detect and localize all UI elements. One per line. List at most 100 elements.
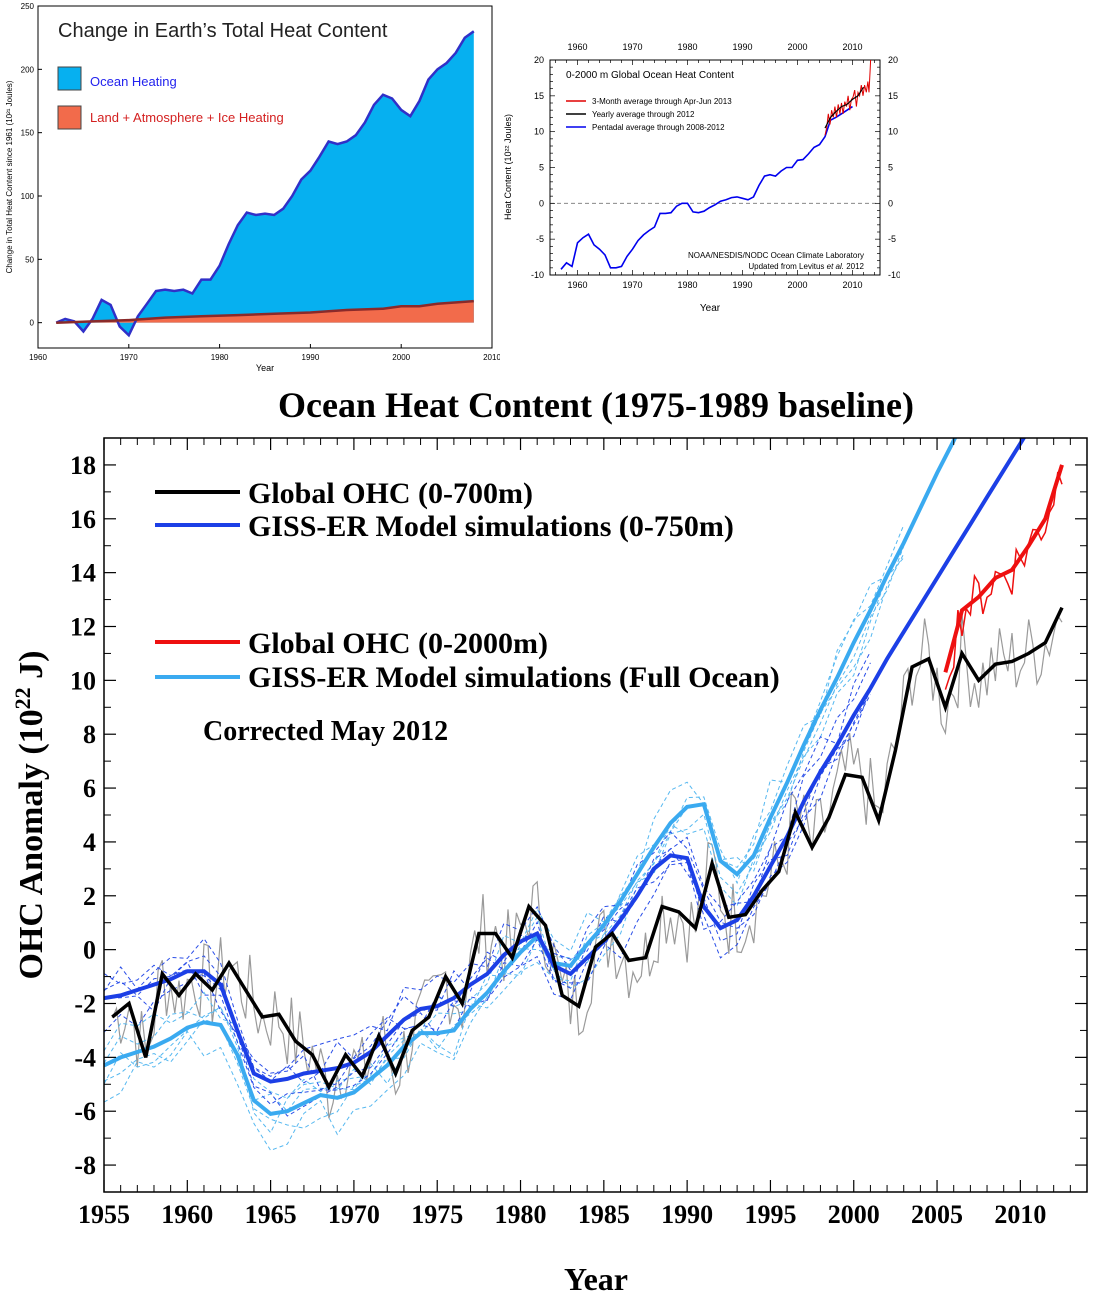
y-tick-label: 20 <box>534 55 544 65</box>
x-tick-label: 2005 <box>911 1200 963 1229</box>
legend-label-ocean: Ocean Heating <box>90 74 177 89</box>
y-tick-label: -6 <box>74 1097 96 1126</box>
y-tick-label: 0 <box>539 198 544 208</box>
chart-title: Change in Earth’s Total Heat Content <box>58 20 388 42</box>
y-tick-label: 14 <box>70 559 96 588</box>
y-tick-label: 8 <box>83 720 96 749</box>
y-tick-label: 16 <box>70 505 96 534</box>
y-tick-label: -10 <box>531 270 544 280</box>
land-atmosphere-ice-area <box>56 301 474 323</box>
y-tick-label-right: -5 <box>888 234 896 244</box>
legend-label-pentadal: Pentadal average through 2008-2012 <box>592 123 725 132</box>
legend-swatch-land <box>57 105 82 130</box>
y-axis-label: Change in Total Heat Content since 1961 … <box>5 80 14 273</box>
x-tick-label-top: 2010 <box>842 42 862 52</box>
x-tick-label-top: 2000 <box>787 42 807 52</box>
y-tick-label: 250 <box>21 2 35 11</box>
ensemble-member-line <box>103 546 905 1134</box>
chart-title: Ocean Heat Content (1975-1989 baseline) <box>278 385 914 425</box>
y-tick-label: 10 <box>534 127 544 137</box>
legend-label-land: Land + Atmosphere + Ice Heating <box>90 110 284 125</box>
y-tick-label: 5 <box>539 163 544 173</box>
chart-title: 0-2000 m Global Ocean Heat Content <box>566 70 734 81</box>
x-tick-label: 1980 <box>677 280 697 290</box>
global-ocean-heat-content-chart: 1960196019701970198019801990199020002000… <box>503 42 900 314</box>
x-tick-label: 1995 <box>744 1200 796 1229</box>
y-axis-label: Heat Content (10²² Joules) <box>503 114 513 220</box>
y-tick-label: 2 <box>83 882 96 911</box>
y-tick-label: 4 <box>83 828 96 857</box>
y-tick-label: 6 <box>83 774 96 803</box>
legend-label-yearly: Yearly average through 2012 <box>592 110 695 119</box>
y-tick-label-right: 15 <box>888 91 898 101</box>
yearly-average-line <box>824 86 865 129</box>
x-tick-label: 2000 <box>828 1200 880 1229</box>
y-tick-label: 15 <box>534 91 544 101</box>
x-tick-label: 1970 <box>622 280 642 290</box>
x-tick-label: 1990 <box>302 353 320 362</box>
ensemble-member-line <box>103 694 871 1117</box>
x-tick-label-top: 1960 <box>567 42 587 52</box>
y-tick-label: 0 <box>83 936 96 965</box>
x-tick-label: 1980 <box>211 353 229 362</box>
x-tick-label: 2000 <box>392 353 410 362</box>
legend-label-2000m: Global OHC (0-2000m) <box>248 627 548 660</box>
top-mask <box>0 380 1117 438</box>
y-tick-label-right: 20 <box>888 55 898 65</box>
ocean-heating-line <box>55 30 475 338</box>
x-tick-label-top: 1980 <box>677 42 697 52</box>
x-tick-label: 1970 <box>120 353 138 362</box>
plot-frame <box>103 437 1088 1193</box>
y-tick-label-right: 0 <box>888 198 893 208</box>
x-tick-label: 2010 <box>483 353 500 362</box>
y-tick-label: -8 <box>74 1151 96 1180</box>
ocean-heating-area <box>56 31 474 336</box>
plot-frame <box>37 5 493 349</box>
y-tick-label: -5 <box>536 234 544 244</box>
x-tick-label: 1960 <box>567 280 587 290</box>
x-axis-label: Year <box>700 303 721 314</box>
x-axis-label: Year <box>256 363 274 373</box>
y-tick-label: 10 <box>70 666 96 695</box>
y-tick-label: 200 <box>21 65 35 74</box>
legend-label-giss-full-ocean: GISS-ER Model simulations (Full Ocean) <box>248 661 780 694</box>
credit-line-2: Updated from Levitus et al. 2012 <box>748 262 864 271</box>
x-tick-label: 1990 <box>732 280 752 290</box>
y-tick-label-right: -10 <box>888 270 900 280</box>
ensemble-member-line <box>103 662 871 1084</box>
ensemble-member-line <box>103 686 871 1105</box>
y-axis-label: OHC Anomaly (1022 J) <box>10 651 51 980</box>
global-ohc-2000m-line <box>943 464 1064 673</box>
legend-label-giss-750m: GISS-ER Model simulations (0-750m) <box>248 510 734 543</box>
three-month-average-line <box>824 59 872 136</box>
credit-line-1: NOAA/NESDIS/NODC Ocean Climate Laborator… <box>688 251 864 260</box>
y-tick-label-right: 5 <box>888 163 893 173</box>
annotation-corrected: Corrected May 2012 <box>203 716 448 747</box>
x-tick-label: 2000 <box>787 280 807 290</box>
ensemble-member-line <box>103 651 871 1077</box>
y-tick-label: 12 <box>70 613 96 642</box>
x-axis-label: Year <box>564 1261 628 1297</box>
legend-label-700m: Global OHC (0-700m) <box>248 477 533 510</box>
y-tick-label: 18 <box>70 451 96 480</box>
global-ohc-700m-quarterly-line <box>111 613 1063 1119</box>
legend-label-three-month: 3-Month average through Apr-Jun 2013 <box>592 97 732 106</box>
x-tick-label: 1965 <box>245 1200 297 1229</box>
y-tick-label: -2 <box>74 990 96 1019</box>
x-tick-label: 1970 <box>328 1200 380 1229</box>
x-tick-label: 1975 <box>411 1200 463 1229</box>
y-tick-label: 150 <box>21 129 35 138</box>
x-tick-label: 1955 <box>78 1200 130 1229</box>
y-tick-label: 50 <box>25 255 34 264</box>
plot-frame <box>549 59 881 276</box>
ocean-heat-content-baseline-chart: 1955 1960 1965 1970 1975 1980 1985 1990 1995 2000… <box>0 380 1117 1297</box>
y-tick-label-right: 10 <box>888 127 898 137</box>
global-ohc-700m-line <box>111 606 1064 1091</box>
x-tick-label: 1980 <box>495 1200 547 1229</box>
x-tick-label-top: 1970 <box>622 42 642 52</box>
x-tick-label-top: 1990 <box>732 42 752 52</box>
x-tick-label: 1990 <box>661 1200 713 1229</box>
x-tick-label: 1985 <box>578 1200 630 1229</box>
pentadal-average-line <box>560 105 853 270</box>
y-tick-label: 100 <box>21 192 35 201</box>
